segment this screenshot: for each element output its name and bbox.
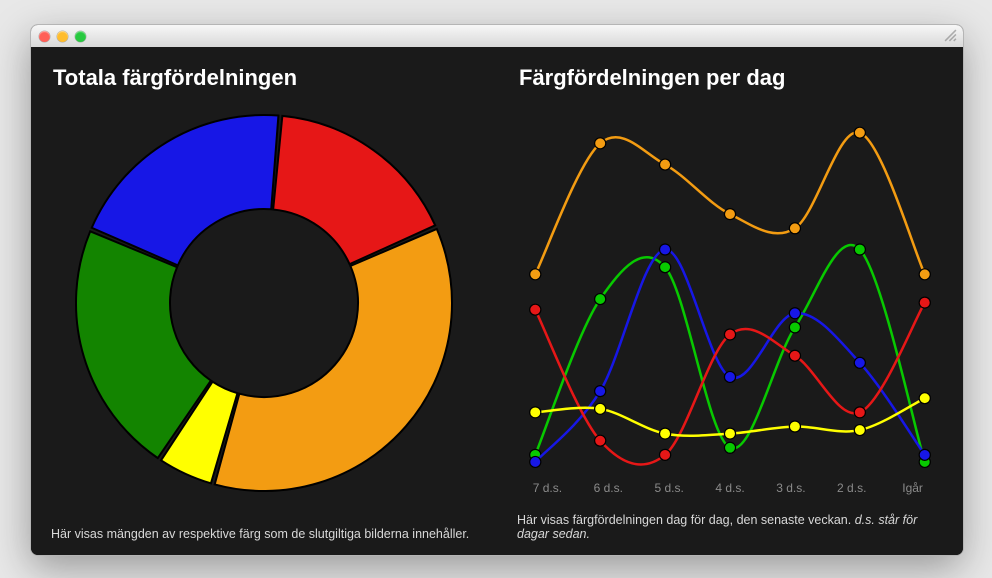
marker-orange-1 [595, 138, 606, 149]
marker-blue-2 [660, 244, 671, 255]
marker-orange-3 [724, 209, 735, 220]
marker-yellow-1 [595, 403, 606, 414]
marker-red-4 [789, 350, 800, 361]
xaxis-label: 3 d.s. [760, 481, 821, 503]
marker-yellow-6 [919, 393, 930, 404]
marker-yellow-4 [789, 421, 800, 432]
marker-blue-1 [595, 386, 606, 397]
marker-orange-0 [530, 269, 541, 280]
donut-slice-orange [215, 229, 452, 491]
xaxis-label: 4 d.s. [700, 481, 761, 503]
marker-orange-6 [919, 269, 930, 280]
marker-yellow-3 [724, 428, 735, 439]
marker-yellow-2 [660, 428, 671, 439]
marker-yellow-0 [530, 407, 541, 418]
marker-red-2 [660, 449, 671, 460]
marker-red-0 [530, 304, 541, 315]
marker-blue-5 [854, 357, 865, 368]
marker-green-3 [724, 442, 735, 453]
donut-chart [51, 103, 477, 503]
left-caption: Här visas mängden av respektive färg som… [51, 527, 477, 541]
marker-orange-5 [854, 127, 865, 138]
window-content: Totala färgfördelningen Här visas mängde… [31, 47, 963, 555]
marker-orange-4 [789, 223, 800, 234]
marker-blue-0 [530, 456, 541, 467]
marker-green-1 [595, 294, 606, 305]
marker-green-5 [854, 244, 865, 255]
marker-red-3 [724, 329, 735, 340]
marker-red-5 [854, 407, 865, 418]
marker-blue-6 [919, 449, 930, 460]
right-caption: Här visas färgfördelningen dag för dag, … [517, 513, 943, 541]
marker-red-6 [919, 297, 930, 308]
marker-orange-2 [660, 159, 671, 170]
line-series-orange [535, 132, 924, 274]
left-panel: Totala färgfördelningen Här visas mängde… [31, 47, 497, 555]
resize-icon[interactable] [944, 29, 957, 42]
xaxis-label: 6 d.s. [578, 481, 639, 503]
close-icon[interactable] [39, 31, 50, 42]
marker-blue-3 [724, 371, 735, 382]
xaxis-label: Igår [882, 481, 943, 503]
marker-yellow-5 [854, 425, 865, 436]
window-titlebar [31, 25, 963, 48]
xaxis-label: 7 d.s. [517, 481, 578, 503]
line-chart: 7 d.s.6 d.s.5 d.s.4 d.s.3 d.s.2 d.s.Igår [517, 103, 943, 503]
right-title: Färgfördelningen per dag [519, 65, 943, 91]
zoom-icon[interactable] [75, 31, 86, 42]
marker-red-1 [595, 435, 606, 446]
marker-blue-4 [789, 308, 800, 319]
right-panel: Färgfördelningen per dag 7 d.s.6 d.s.5 d… [497, 47, 963, 555]
line-series-red [535, 303, 924, 465]
mac-window: Totala färgfördelningen Här visas mängde… [30, 24, 964, 556]
xaxis-label: 5 d.s. [639, 481, 700, 503]
xaxis-label: 2 d.s. [821, 481, 882, 503]
marker-green-4 [789, 322, 800, 333]
marker-green-2 [660, 262, 671, 273]
minimize-icon[interactable] [57, 31, 68, 42]
left-title: Totala färgfördelningen [53, 65, 477, 91]
xaxis-labels: 7 d.s.6 d.s.5 d.s.4 d.s.3 d.s.2 d.s.Igår [517, 481, 943, 503]
